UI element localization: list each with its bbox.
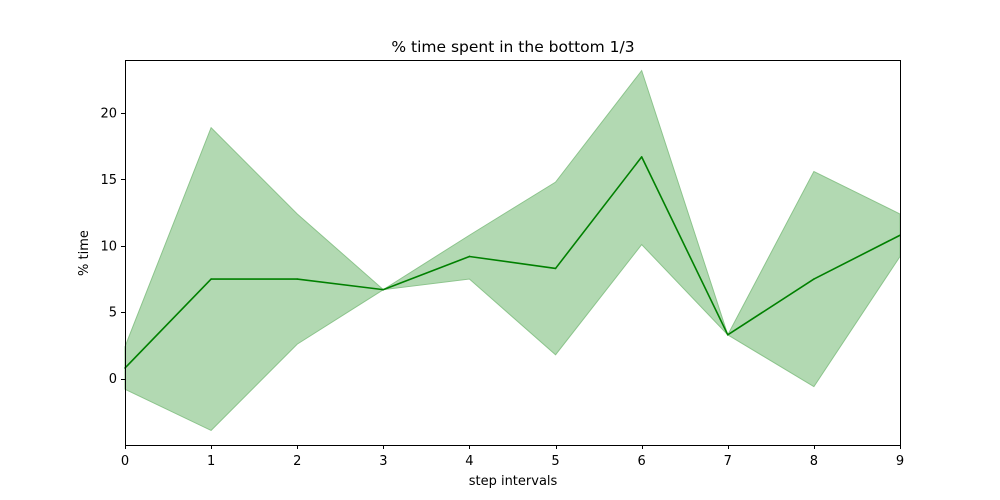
data-point (726, 334, 729, 336)
axes-frame (125, 60, 901, 446)
data-point (210, 278, 212, 280)
x-tick-label: 7 (724, 454, 732, 469)
series-line-0 (124, 156, 901, 369)
data-point (296, 278, 299, 280)
x-axis-label: step intervals (469, 474, 558, 489)
x-tick-label: 8 (810, 454, 818, 469)
x-tick-label: 5 (551, 454, 559, 469)
data-point (382, 288, 385, 291)
x-tick-label: 6 (638, 454, 646, 469)
chart-title: % time spent in the bottom 1/3 (391, 38, 634, 56)
x-tick-label: 2 (293, 454, 301, 469)
data-point (554, 267, 557, 270)
x-tick-label: 4 (465, 454, 473, 469)
axis-ticks: 0 1 2 3 4 5 6 7 8 9 0 5 10 15 20 (100, 107, 904, 469)
data-point (813, 278, 815, 280)
data-point (468, 255, 471, 258)
y-tick-label: 20 (100, 107, 117, 122)
x-tick-label: 9 (896, 454, 904, 469)
y-axis-label: % time (77, 230, 92, 276)
x-tick-label: 3 (379, 454, 387, 469)
data-point (640, 156, 643, 158)
y-tick-label: 0 (109, 372, 117, 387)
x-tick-label: 1 (207, 454, 215, 469)
y-tick-label: 5 (109, 306, 117, 321)
y-tick-label: 10 (100, 239, 117, 254)
y-tick-label: 15 (100, 173, 117, 188)
x-tick-label: 0 (121, 454, 129, 469)
